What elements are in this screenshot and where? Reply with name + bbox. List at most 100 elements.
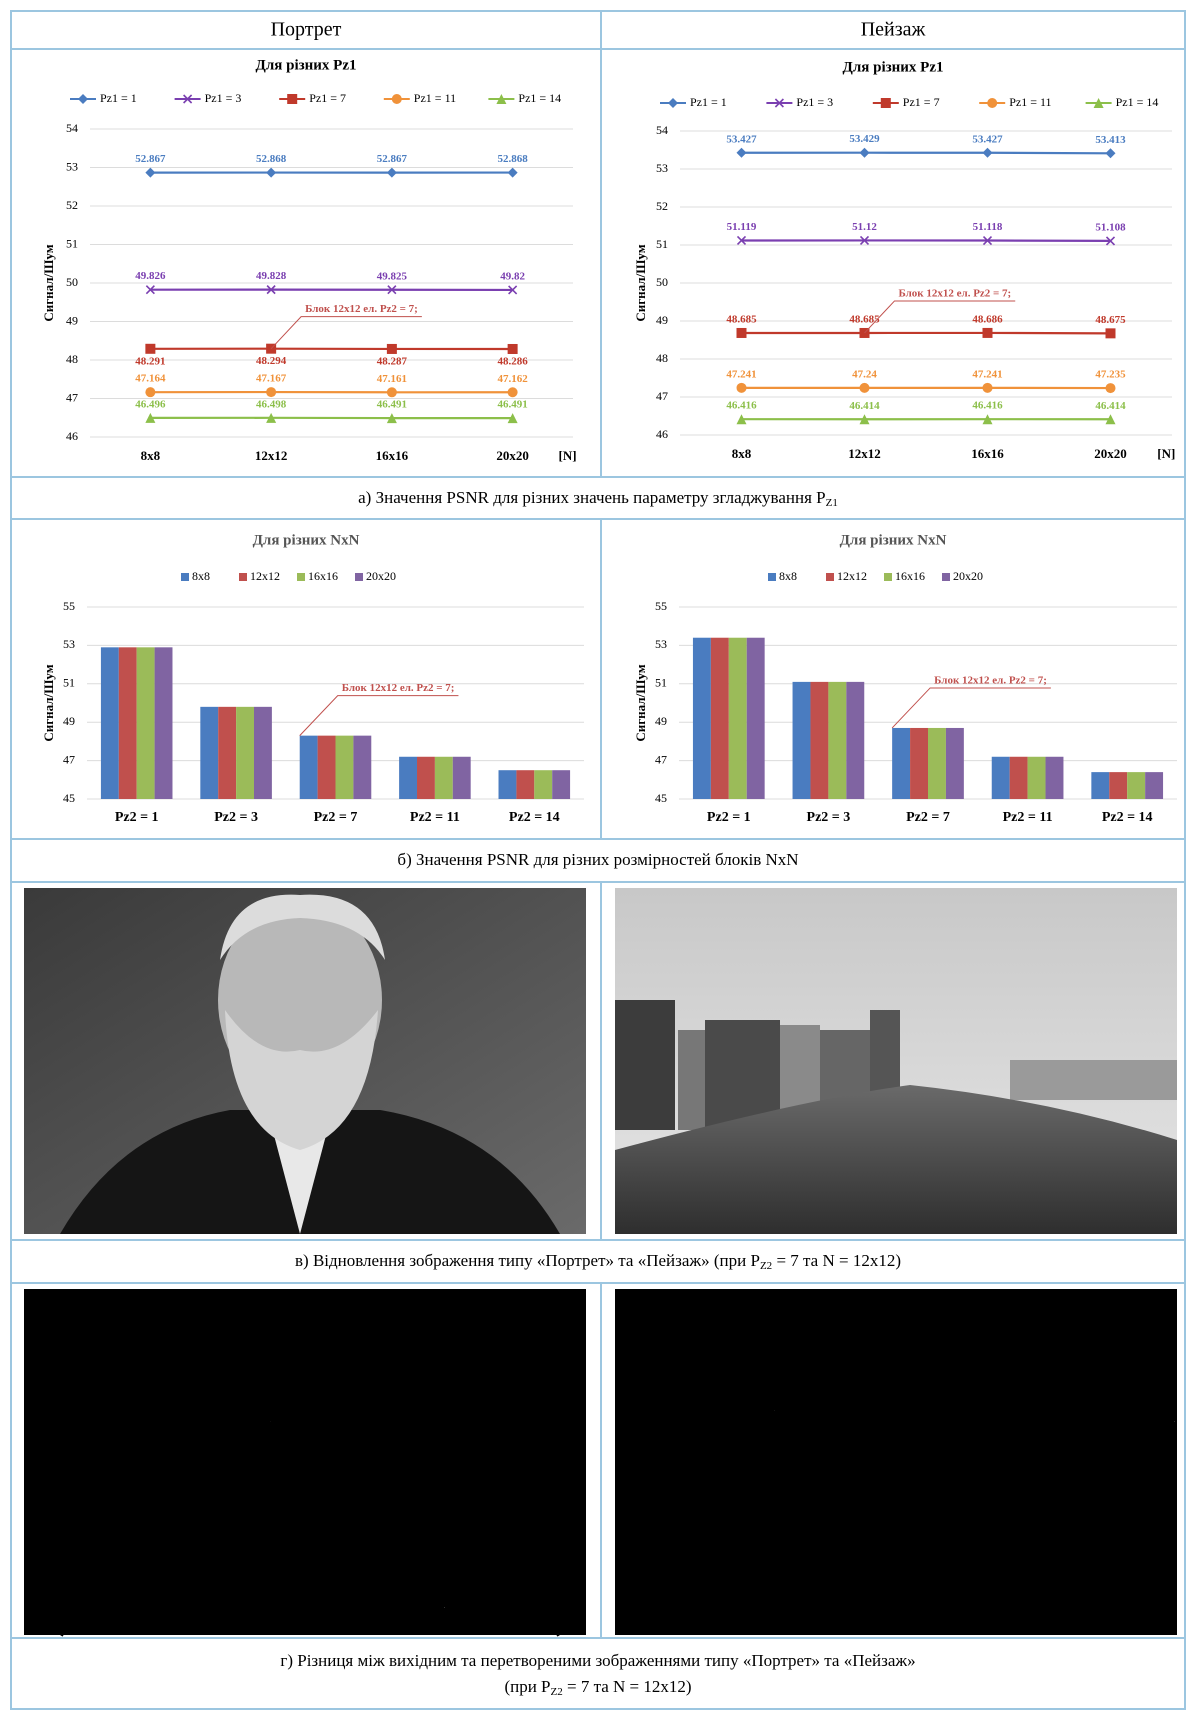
legend-swatch — [239, 573, 247, 581]
table-frame — [10, 10, 1186, 1710]
marker — [507, 413, 518, 424]
data-label: 48.686 — [972, 313, 1003, 325]
legend-label: Pz1 = 1 — [100, 91, 137, 105]
annotation-leader — [299, 695, 459, 736]
bar — [399, 756, 418, 799]
y-axis-label: Сигнал/Шум — [633, 244, 648, 321]
bar — [910, 727, 928, 799]
legend-label: 8x8 — [779, 569, 797, 583]
bar — [218, 706, 237, 799]
data-label: 53.427 — [972, 133, 1003, 145]
annotation: Блок 12x12 ел. Pz2 = 7; — [342, 682, 455, 694]
caption: в) Відновлення зображення типу «Портрет»… — [295, 1251, 901, 1272]
caption-text: в) Відновлення зображення типу «Портрет»… — [295, 1251, 760, 1270]
x-tick-label: Pz2 = 1 — [115, 810, 159, 825]
y-tick-label: 47 — [656, 389, 668, 403]
data-label: 49.825 — [377, 270, 408, 282]
bar — [1091, 772, 1110, 799]
bar — [452, 756, 471, 799]
y-tick-label: 47 — [655, 752, 667, 766]
y-tick-label: 53 — [63, 637, 75, 651]
y-tick-label: 54 — [656, 123, 668, 137]
marker — [145, 412, 156, 423]
bar — [154, 647, 173, 799]
x-tick-label: 16x16 — [376, 448, 409, 463]
column-header: Портрет — [271, 19, 342, 41]
data-label: 46.414 — [1095, 400, 1126, 412]
data-label: 47.24 — [852, 368, 877, 380]
legend-swatch — [355, 573, 363, 581]
data-label: 52.868 — [256, 153, 287, 165]
legend-marker — [987, 98, 998, 108]
x-tick-label: Pz2 = 14 — [509, 810, 560, 825]
data-label: 46.414 — [849, 400, 880, 412]
data-label: 46.498 — [256, 398, 287, 410]
data-label: 47.167 — [256, 373, 287, 385]
marker — [736, 382, 747, 393]
chart-title: Для різних Pz1 — [256, 57, 357, 73]
marker — [982, 382, 993, 393]
data-label: 46.491 — [498, 399, 528, 411]
legend-label: 12x12 — [250, 569, 280, 583]
bar — [200, 706, 219, 799]
legend-label: Pz1 = 1 — [690, 95, 727, 109]
bar — [534, 770, 553, 799]
bar — [892, 727, 911, 799]
bar — [928, 727, 946, 799]
data-label: 51.118 — [973, 221, 1003, 233]
legend-label: Pz1 = 3 — [796, 95, 833, 109]
legend-label: 20x20 — [953, 569, 983, 583]
bar — [728, 637, 747, 799]
data-label: 48.675 — [1095, 314, 1126, 326]
y-tick-label: 51 — [655, 676, 667, 690]
column-header: Пейзаж — [861, 19, 926, 41]
annotation: Блок 12x12 ел. Pz2 = 7; — [934, 674, 1047, 686]
y-tick-label: 51 — [656, 237, 668, 251]
data-label: 52.867 — [377, 153, 408, 165]
x-tick-label: Pz2 = 1 — [707, 810, 751, 825]
marker — [1105, 414, 1116, 425]
marker — [736, 414, 747, 425]
data-label: 53.413 — [1095, 134, 1126, 146]
marker — [387, 285, 397, 295]
legend-marker — [78, 94, 88, 104]
series-line — [741, 151, 1111, 155]
y-tick-label: 55 — [63, 599, 75, 613]
legend-marker — [774, 98, 784, 108]
y-tick-label: 52 — [66, 198, 78, 212]
x-tick-label: Pz2 = 3 — [214, 810, 258, 825]
bar — [692, 637, 711, 799]
legend-label: 8x8 — [192, 569, 210, 583]
legend-marker — [287, 94, 298, 104]
caption-subscript: Z1 — [826, 497, 838, 509]
legend-swatch — [181, 573, 189, 581]
bar — [299, 735, 318, 799]
annotation: Блок 12x12 ел. Pz2 = 7; — [899, 288, 1012, 300]
y-tick-label: 49 — [66, 313, 78, 327]
marker — [736, 235, 747, 246]
y-tick-label: 54 — [66, 121, 78, 135]
x-axis-label: [N] — [559, 448, 577, 463]
chart-title: Для різних NxN — [840, 532, 947, 548]
legend-swatch — [768, 573, 776, 581]
data-label: 49.82 — [500, 270, 525, 282]
data-label: 47.161 — [377, 373, 407, 385]
annotation-leader — [270, 316, 422, 350]
x-tick-label: 12x12 — [255, 448, 288, 463]
caption-text: (при P — [504, 1677, 550, 1696]
y-axis-label: Сигнал/Шум — [41, 244, 56, 321]
data-label: 51.108 — [1095, 221, 1126, 233]
marker — [1105, 236, 1116, 246]
bar — [136, 647, 155, 799]
data-label: 52.868 — [498, 153, 529, 165]
marker — [266, 285, 276, 295]
data-label: 46.416 — [972, 400, 1003, 412]
caption-text: = 7 та N = 12x12) — [563, 1677, 692, 1696]
x-tick-label: 12x12 — [848, 446, 881, 461]
caption: г) Різниця між вихідним та перетвореними… — [280, 1651, 915, 1670]
bar — [746, 637, 765, 799]
y-tick-label: 53 — [656, 161, 668, 175]
x-tick-label: Pz2 = 11 — [410, 810, 460, 825]
x-tick-label: Pz2 = 14 — [1102, 810, 1153, 825]
